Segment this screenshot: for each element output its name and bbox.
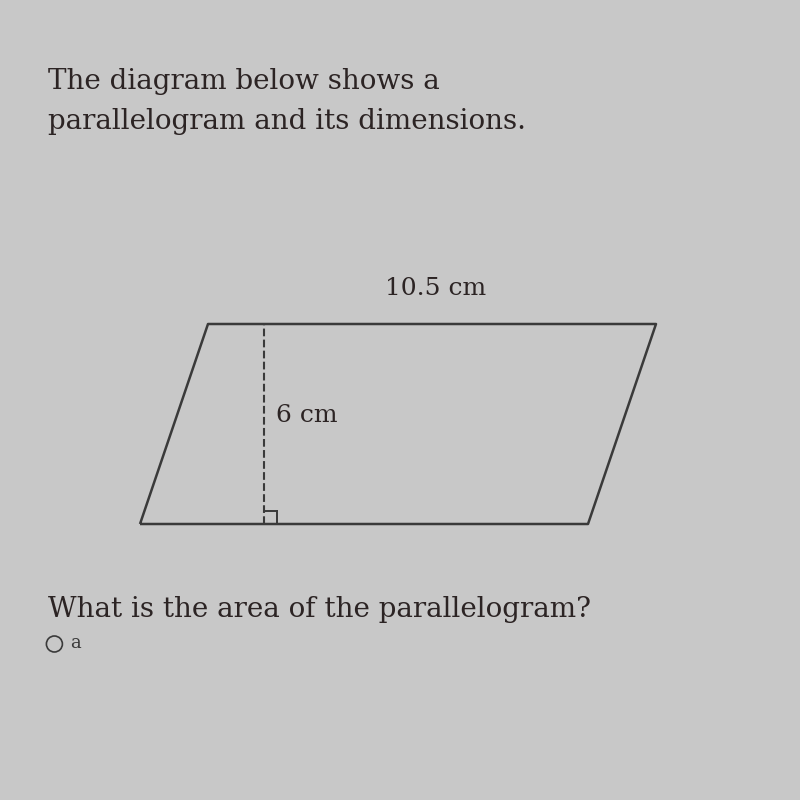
- Text: What is the area of the parallelogram?: What is the area of the parallelogram?: [48, 596, 591, 623]
- Text: 10.5 cm: 10.5 cm: [386, 277, 486, 300]
- Text: 6 cm: 6 cm: [276, 405, 338, 427]
- Text: a: a: [70, 634, 81, 652]
- Text: The diagram below shows a: The diagram below shows a: [48, 68, 440, 95]
- Text: parallelogram and its dimensions.: parallelogram and its dimensions.: [48, 108, 526, 135]
